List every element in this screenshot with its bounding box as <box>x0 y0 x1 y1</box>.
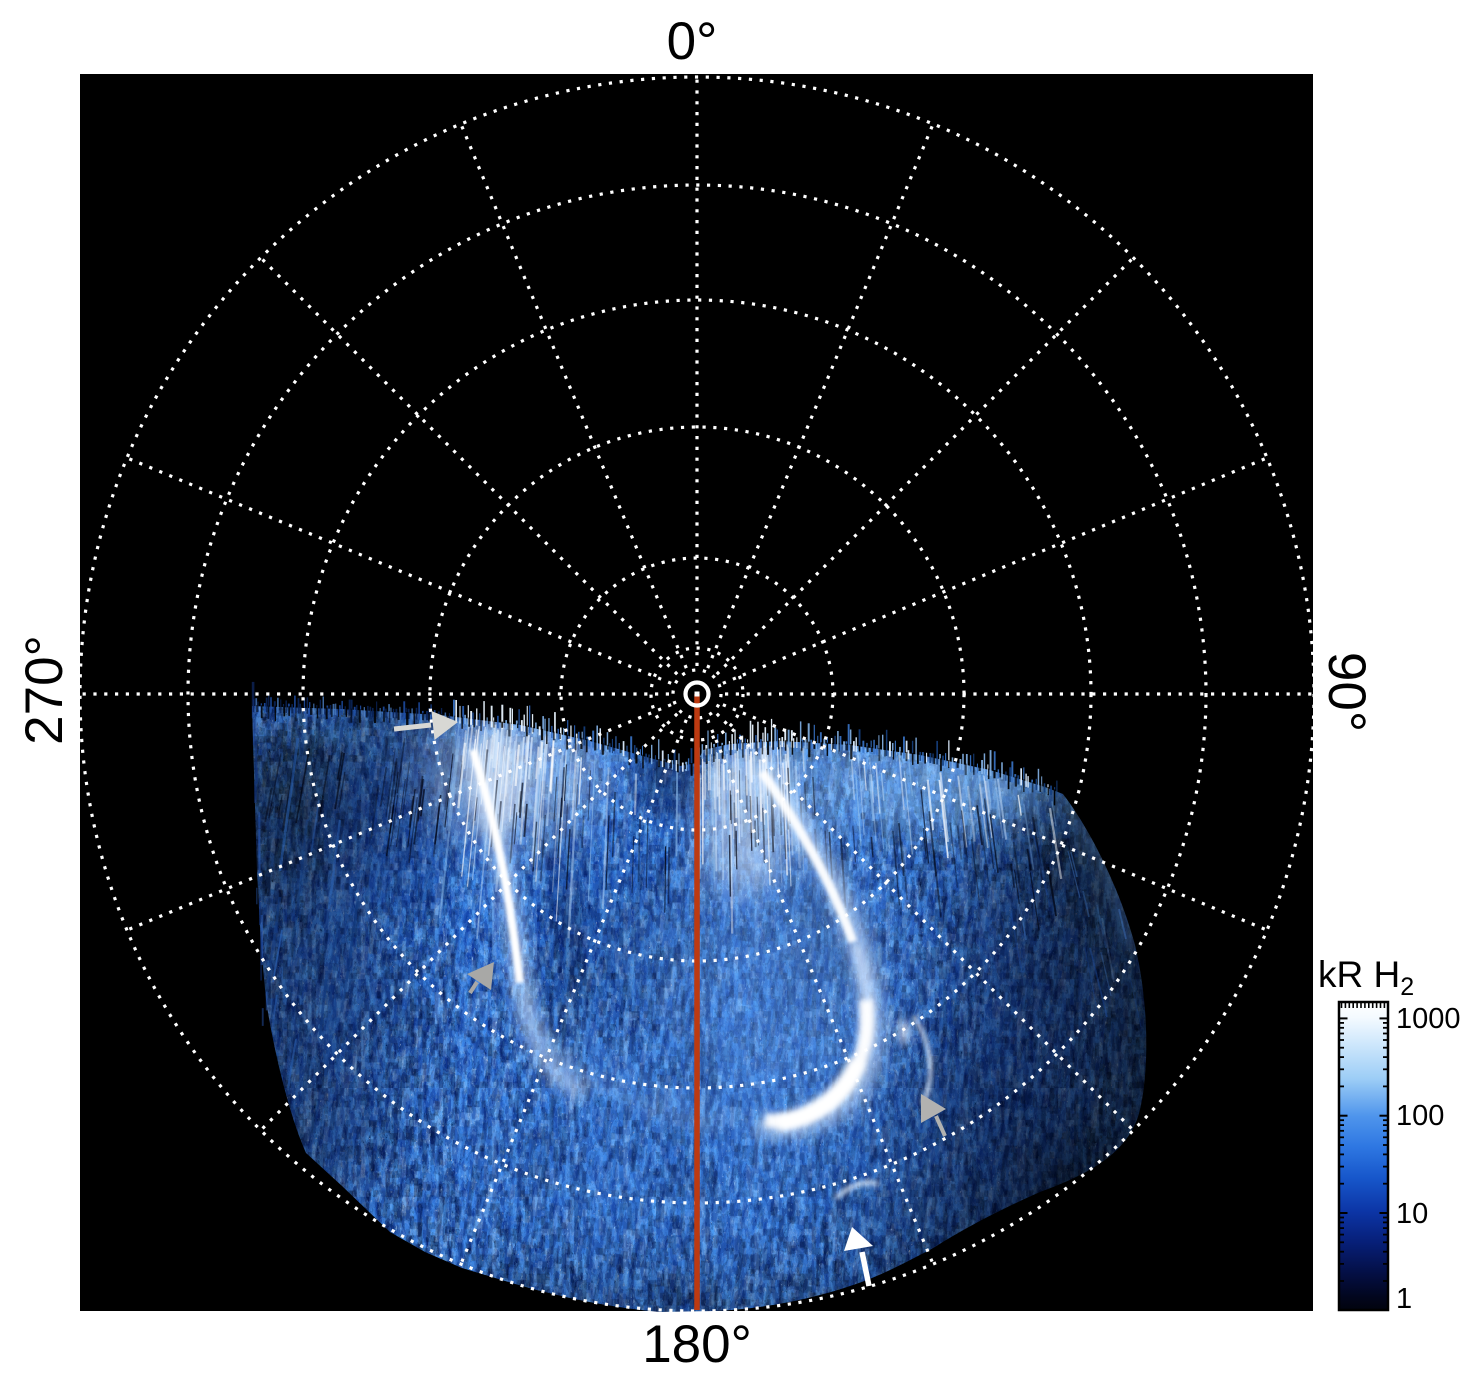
svg-text:1: 1 <box>1396 1283 1412 1315</box>
svg-text:10: 10 <box>1396 1198 1428 1230</box>
svg-text:90°: 90° <box>1317 652 1376 732</box>
svg-text:0°: 0° <box>667 12 718 71</box>
svg-text:100: 100 <box>1396 1100 1444 1132</box>
svg-text:180°: 180° <box>642 1315 752 1374</box>
svg-text:1000: 1000 <box>1396 1003 1461 1035</box>
svg-text:kR H2: kR H2 <box>1318 954 1414 1001</box>
svg-text:270°: 270° <box>15 635 74 745</box>
